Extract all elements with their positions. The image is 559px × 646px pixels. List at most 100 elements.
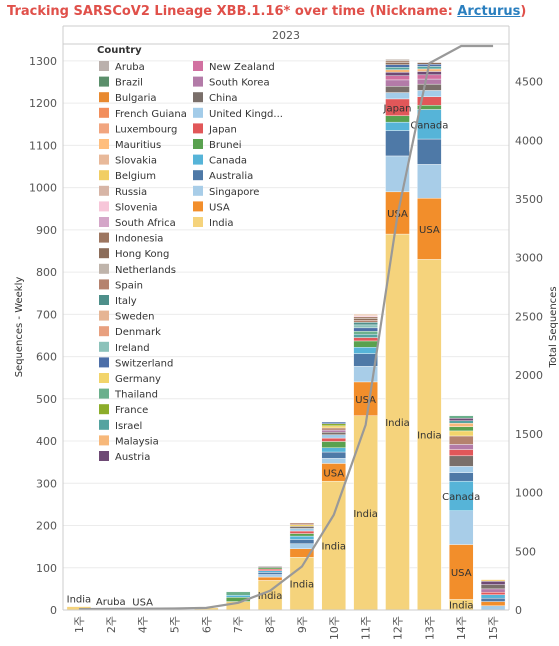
legend-item-label: Malaysia <box>115 436 159 447</box>
chart-header: 2023 <box>63 25 509 45</box>
legend-item-label: USA <box>209 202 230 213</box>
bar-segment <box>385 130 410 157</box>
legend-swatch <box>99 341 109 352</box>
legend-item-label: South Korea <box>209 78 270 89</box>
legend-item-label: Singapore <box>209 187 259 198</box>
bar-segment <box>257 566 283 568</box>
bar-segment <box>449 466 474 473</box>
legend-swatch <box>99 404 109 415</box>
legend-swatch <box>193 154 203 165</box>
bar-segment <box>417 164 442 199</box>
legend-item-label: Spain <box>115 280 143 291</box>
bar-segment <box>417 68 442 72</box>
legend-swatch <box>99 357 109 368</box>
y2-tick-label: 1500 <box>515 428 543 441</box>
bar-segment-label: India <box>385 418 410 429</box>
bar-segment <box>353 347 378 354</box>
bar-segment <box>321 480 346 611</box>
legend-item-label: Mauritius <box>115 140 161 151</box>
bar-segment <box>480 588 506 593</box>
chart-bars: India Aruba USA India India India USA India USA I… <box>67 59 506 612</box>
legend-swatch <box>99 217 109 227</box>
bar-segment <box>353 320 378 323</box>
y2-axis-title: Total Sequences <box>548 286 559 368</box>
x-tick-label: 8주 <box>264 616 277 633</box>
bar-segment <box>257 576 283 581</box>
bar-segment <box>449 444 474 450</box>
legend-item-label: Sweden <box>115 312 155 323</box>
legend-swatch <box>193 92 203 103</box>
bar-segment <box>417 78 442 85</box>
legend-swatch <box>193 107 203 118</box>
bar-segment <box>385 79 410 87</box>
y2-tick-label: 4500 <box>515 76 543 89</box>
legend-swatch <box>193 76 203 87</box>
x-tick-label: 13주 <box>423 616 436 640</box>
legend-swatch <box>99 61 109 71</box>
x-tick-label: 15주 <box>487 616 500 640</box>
bar-segment <box>385 62 410 65</box>
y-tick-label: 600 <box>36 351 57 364</box>
bar-segment <box>417 74 442 80</box>
bar-segment <box>321 437 346 442</box>
bar-segment <box>385 86 410 93</box>
bar-segment <box>480 584 506 590</box>
bar-segment <box>353 331 378 335</box>
bar-segment <box>257 574 283 578</box>
x-tick-label: 2주 <box>105 616 118 633</box>
x-tick-label: 6주 <box>200 616 213 633</box>
bar-segment-label: India <box>449 601 474 612</box>
bar-segment <box>321 431 346 435</box>
bar-segment <box>449 423 474 427</box>
bar-segment <box>226 591 251 596</box>
legend-item-label: Slovakia <box>115 156 157 167</box>
legend-swatch <box>99 263 109 274</box>
bar-segment <box>353 316 378 319</box>
nickname-link[interactable]: Arcturus <box>457 4 521 19</box>
year-header: 2023 <box>272 29 300 42</box>
legend-item-label: India <box>209 218 234 229</box>
bar-segment <box>449 544 474 600</box>
bar-segment <box>385 72 410 76</box>
y-axis-title: Sequences - Weekly <box>14 277 25 378</box>
y2-tick-label: 2500 <box>515 310 543 323</box>
bar-segment <box>449 472 474 482</box>
bar-segment <box>257 572 283 575</box>
bar-segment <box>353 333 378 338</box>
legend-item-label: Australia <box>209 171 253 182</box>
legend-swatch <box>99 373 109 383</box>
bar-segment-label: USA <box>132 598 153 609</box>
bar-segment <box>353 314 378 316</box>
bar-segment <box>417 138 442 165</box>
y2-tick-label: 1000 <box>515 487 543 500</box>
bar-segment <box>449 449 474 457</box>
y2-tick-label: 500 <box>515 545 536 558</box>
bar-segment <box>289 539 315 544</box>
cumulative-line <box>78 44 494 611</box>
bar-segment <box>449 435 474 445</box>
legend-item-label: South Africa <box>115 218 176 229</box>
x-tick-label: 11주 <box>360 616 373 640</box>
legend-item-label: Switzerland <box>115 358 173 369</box>
bar-segment-label: Japan <box>383 103 412 114</box>
legend-item-label: Russia <box>115 187 147 198</box>
legend-title: Country <box>97 45 142 56</box>
bar-segment <box>385 121 410 131</box>
legend-swatch <box>193 61 203 71</box>
cumulative-line-group <box>78 44 494 611</box>
bar-segment <box>289 543 315 549</box>
legend-swatch <box>193 123 203 134</box>
legend-item-label: Hong Kong <box>115 249 169 260</box>
legend-item-label: Brazil <box>115 78 143 89</box>
bar-segment <box>353 324 378 329</box>
bar-segment <box>321 447 346 453</box>
bar-segment-label: India <box>322 542 347 553</box>
legend-swatch <box>99 435 109 446</box>
legend-item-label: Luxembourg <box>115 124 177 135</box>
bar-segment <box>385 64 410 68</box>
legend-swatch <box>193 201 203 212</box>
bar-segment <box>385 67 410 70</box>
legend-swatch <box>99 123 109 134</box>
legend-swatch <box>99 154 109 165</box>
bar-segment <box>289 524 315 527</box>
